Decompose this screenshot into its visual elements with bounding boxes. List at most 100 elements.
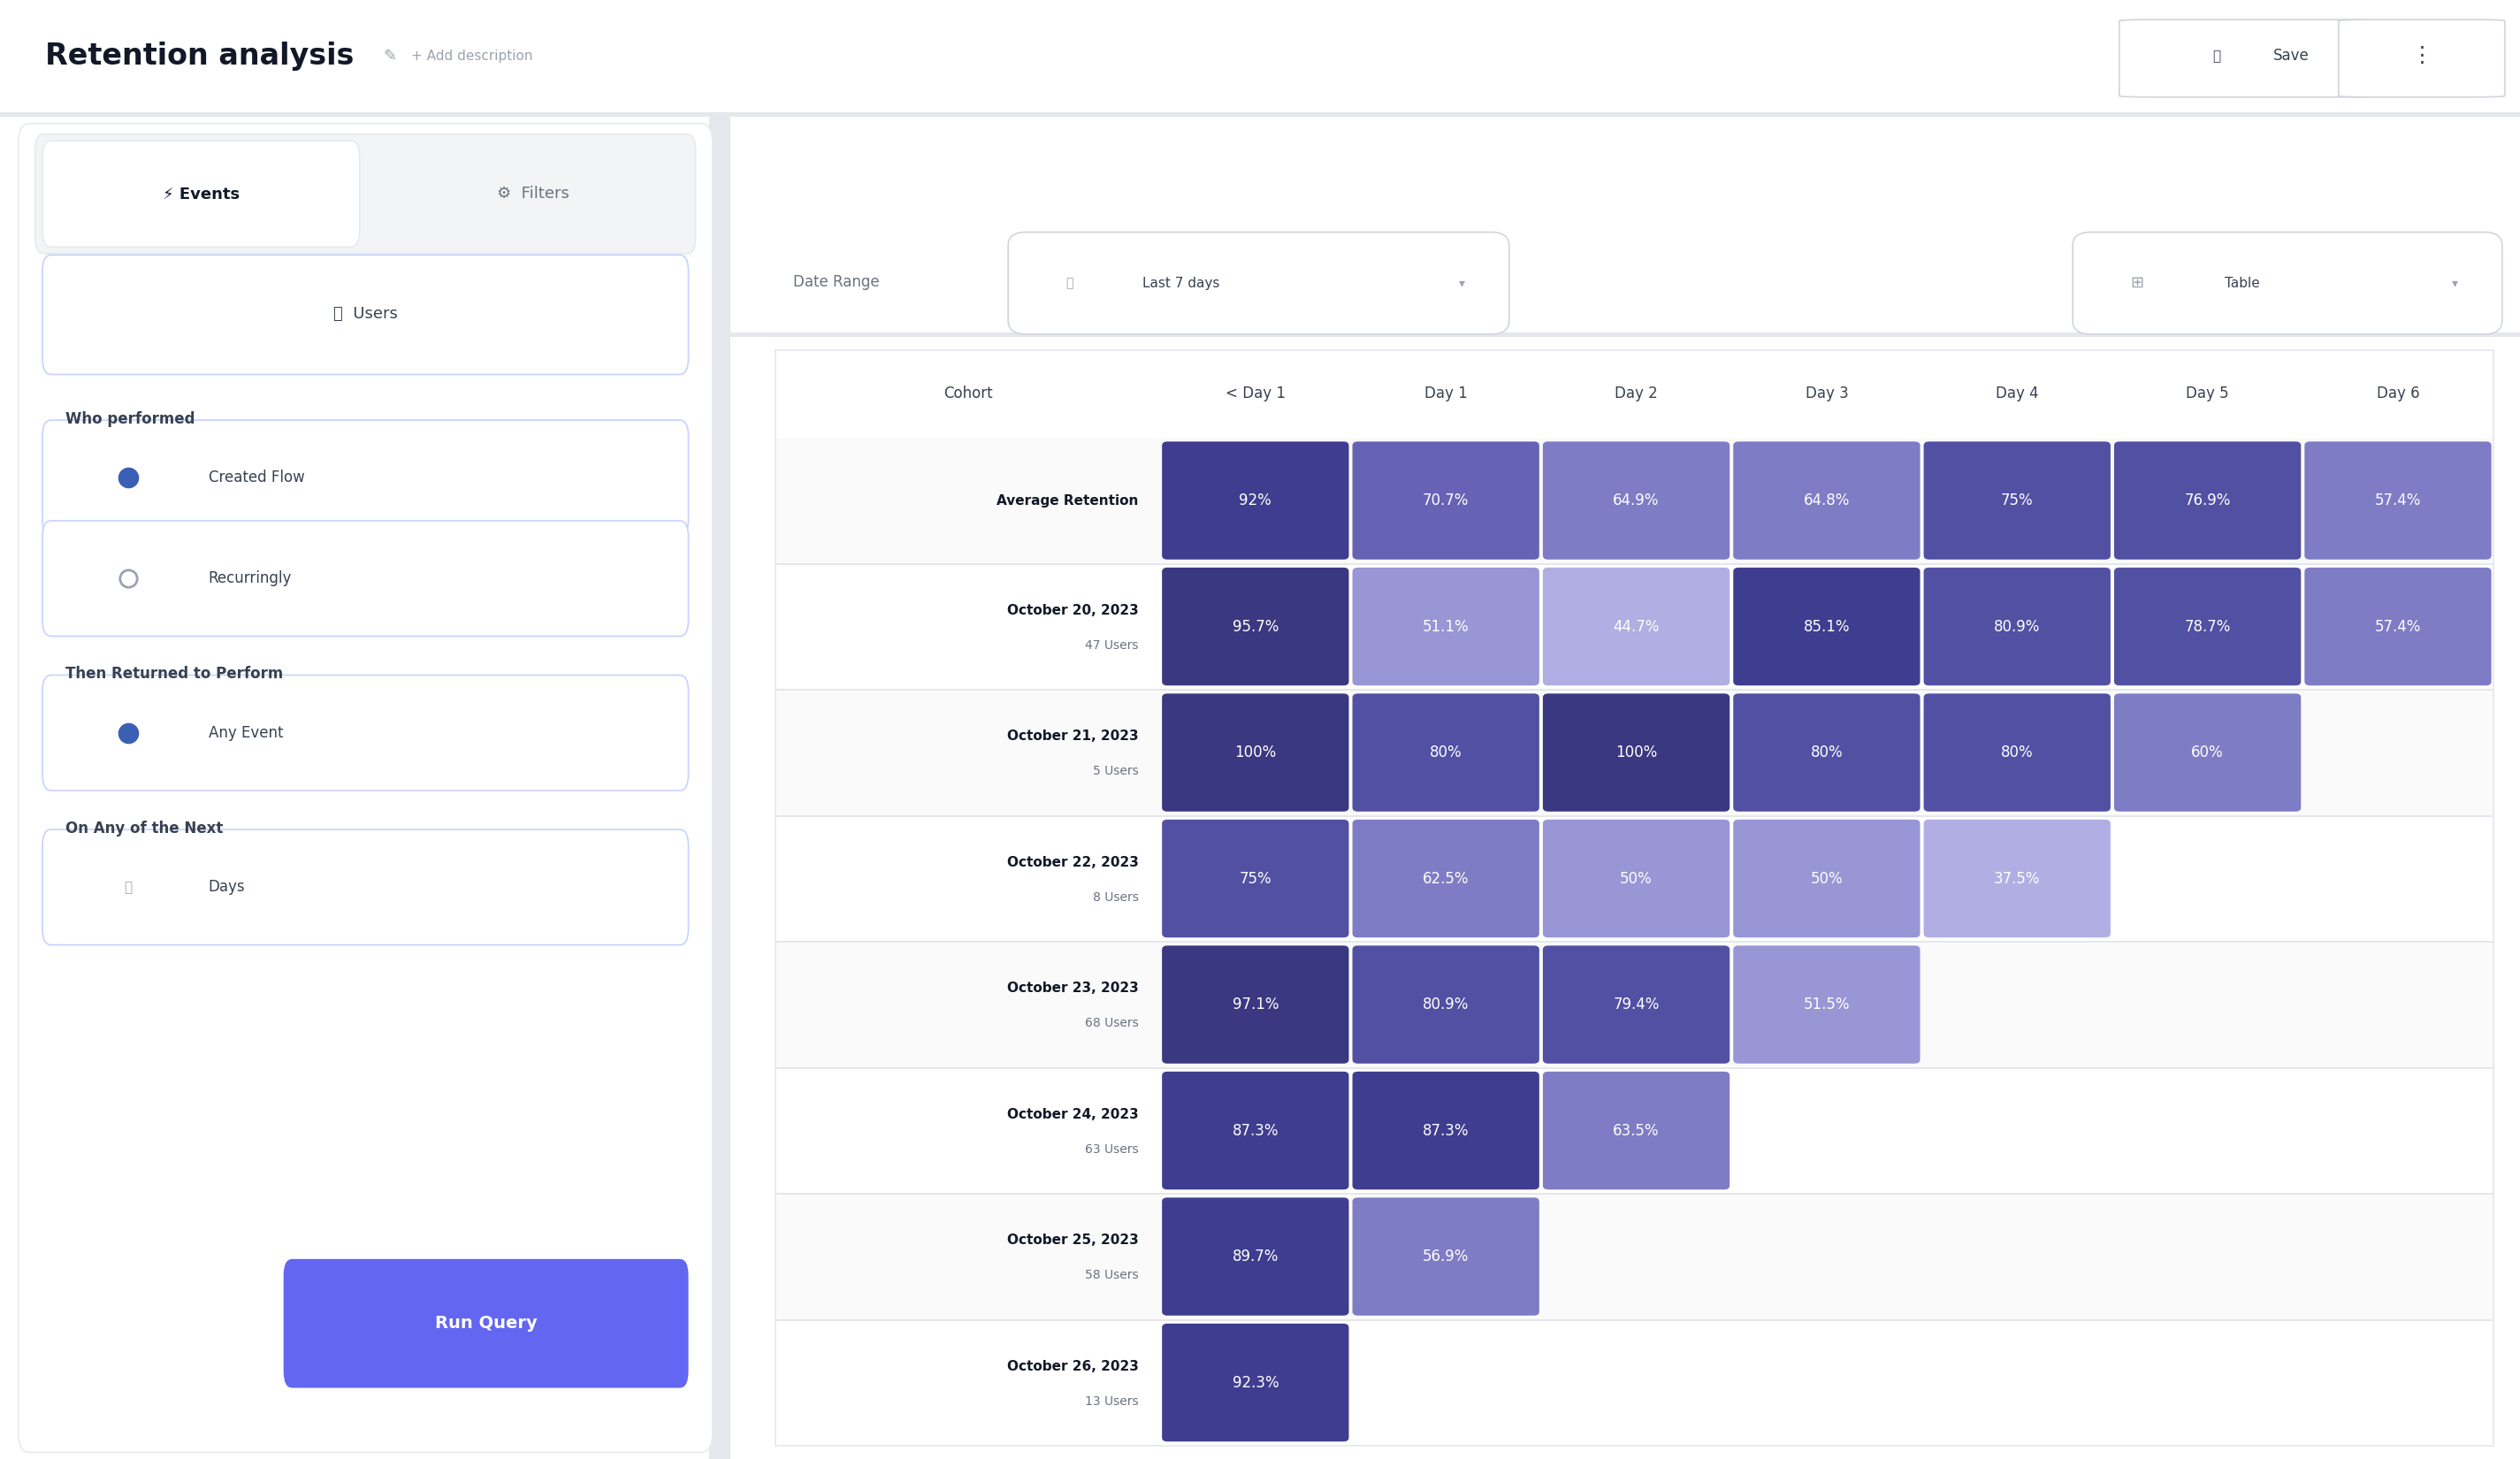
Text: Date Range: Date Range xyxy=(794,274,879,290)
FancyBboxPatch shape xyxy=(1353,820,1540,938)
Bar xyxy=(776,689,2492,692)
Bar xyxy=(776,1319,2492,1320)
FancyBboxPatch shape xyxy=(2114,693,2301,811)
Text: + Add description: + Add description xyxy=(411,50,532,63)
Text: 50%: 50% xyxy=(1620,871,1653,887)
Text: October 21, 2023: October 21, 2023 xyxy=(1008,730,1139,743)
Text: 62.5%: 62.5% xyxy=(1424,871,1469,887)
Text: Day 5: Day 5 xyxy=(2185,387,2230,401)
Bar xyxy=(708,117,731,1459)
Text: Day 4: Day 4 xyxy=(1996,387,2039,401)
Bar xyxy=(776,350,2492,1446)
Text: Created Flow: Created Flow xyxy=(209,470,305,486)
FancyBboxPatch shape xyxy=(2119,19,2376,98)
FancyBboxPatch shape xyxy=(1734,442,1920,559)
Text: October 22, 2023: October 22, 2023 xyxy=(1008,856,1139,870)
FancyBboxPatch shape xyxy=(43,521,688,636)
Bar xyxy=(776,563,2492,565)
Text: 89.7%: 89.7% xyxy=(1232,1249,1278,1265)
Bar xyxy=(776,438,2492,563)
Text: < Day 1: < Day 1 xyxy=(1225,387,1285,401)
Text: Day 3: Day 3 xyxy=(1804,387,1847,401)
Text: ▾: ▾ xyxy=(1459,277,1464,289)
Text: October 23, 2023: October 23, 2023 xyxy=(1008,982,1139,995)
Text: Recurringly: Recurringly xyxy=(209,570,292,587)
FancyBboxPatch shape xyxy=(1162,1323,1348,1441)
FancyBboxPatch shape xyxy=(43,255,688,375)
FancyBboxPatch shape xyxy=(1162,568,1348,686)
Text: 80.9%: 80.9% xyxy=(1993,619,2041,635)
FancyBboxPatch shape xyxy=(1923,693,2112,811)
FancyBboxPatch shape xyxy=(2303,442,2492,559)
Text: Last 7 days: Last 7 days xyxy=(1142,277,1220,290)
Text: 63.5%: 63.5% xyxy=(1613,1122,1661,1138)
Text: 70.7%: 70.7% xyxy=(1424,493,1469,509)
FancyBboxPatch shape xyxy=(1542,693,1729,811)
Text: 📅: 📅 xyxy=(123,881,131,894)
Text: Days: Days xyxy=(209,880,244,896)
Text: 87.3%: 87.3% xyxy=(1424,1122,1469,1138)
Bar xyxy=(776,690,2492,816)
Text: 100%: 100% xyxy=(1615,744,1658,760)
Text: 37.5%: 37.5% xyxy=(1993,871,2041,887)
Bar xyxy=(776,1193,2492,1319)
Bar xyxy=(776,563,2492,690)
FancyBboxPatch shape xyxy=(2114,442,2301,559)
FancyBboxPatch shape xyxy=(1353,568,1540,686)
FancyBboxPatch shape xyxy=(1734,693,1920,811)
Text: 64.8%: 64.8% xyxy=(1804,493,1850,509)
Text: 🖫: 🖫 xyxy=(2213,50,2220,63)
Text: 64.9%: 64.9% xyxy=(1613,493,1658,509)
FancyBboxPatch shape xyxy=(1162,945,1348,1064)
FancyBboxPatch shape xyxy=(1542,442,1729,559)
Text: 56.9%: 56.9% xyxy=(1424,1249,1469,1265)
Text: On Any of the Next: On Any of the Next xyxy=(66,820,224,836)
FancyBboxPatch shape xyxy=(1923,820,2112,938)
Text: 75%: 75% xyxy=(1240,871,1273,887)
Text: 51.5%: 51.5% xyxy=(1804,996,1850,1013)
Text: ▾: ▾ xyxy=(2452,277,2457,289)
FancyBboxPatch shape xyxy=(2114,568,2301,686)
FancyBboxPatch shape xyxy=(2339,19,2505,98)
FancyBboxPatch shape xyxy=(1353,1071,1540,1189)
Text: 80.9%: 80.9% xyxy=(1424,996,1469,1013)
FancyBboxPatch shape xyxy=(1162,1198,1348,1316)
Bar xyxy=(776,941,2492,1068)
FancyBboxPatch shape xyxy=(1923,442,2112,559)
Text: 95.7%: 95.7% xyxy=(1232,619,1278,635)
Text: Average Retention: Average Retention xyxy=(998,495,1139,508)
Text: 100%: 100% xyxy=(1235,744,1275,760)
Text: Who performed: Who performed xyxy=(66,411,197,426)
Text: 57.4%: 57.4% xyxy=(2374,619,2422,635)
Text: Save: Save xyxy=(2273,48,2308,64)
Text: Retention analysis: Retention analysis xyxy=(45,41,355,70)
Bar xyxy=(776,816,2492,941)
Text: 92.3%: 92.3% xyxy=(1232,1374,1278,1390)
Bar xyxy=(776,941,2492,943)
FancyBboxPatch shape xyxy=(1162,442,1348,559)
Text: 80%: 80% xyxy=(2001,744,2034,760)
FancyBboxPatch shape xyxy=(43,142,360,247)
Text: ✎: ✎ xyxy=(383,48,396,64)
Text: 63 Users: 63 Users xyxy=(1086,1144,1139,1156)
FancyBboxPatch shape xyxy=(1542,945,1729,1064)
FancyBboxPatch shape xyxy=(1542,820,1729,938)
Text: Table: Table xyxy=(2225,277,2260,290)
Text: 85.1%: 85.1% xyxy=(1804,619,1850,635)
FancyBboxPatch shape xyxy=(285,1259,688,1388)
Text: October 24, 2023: October 24, 2023 xyxy=(1008,1107,1139,1121)
FancyBboxPatch shape xyxy=(2071,232,2502,334)
Text: October 20, 2023: October 20, 2023 xyxy=(1008,604,1139,617)
FancyBboxPatch shape xyxy=(1353,693,1540,811)
Text: 47 Users: 47 Users xyxy=(1086,639,1139,652)
Text: ⊞: ⊞ xyxy=(2129,276,2145,292)
Text: 👤  Users: 👤 Users xyxy=(333,306,398,322)
Text: 51.1%: 51.1% xyxy=(1424,619,1469,635)
FancyBboxPatch shape xyxy=(1923,568,2112,686)
Text: October 26, 2023: October 26, 2023 xyxy=(1008,1360,1139,1373)
Bar xyxy=(776,1193,2492,1195)
Text: Day 6: Day 6 xyxy=(2376,387,2419,401)
Text: ⚙  Filters: ⚙ Filters xyxy=(496,185,570,201)
FancyBboxPatch shape xyxy=(1353,1198,1540,1316)
Text: 8 Users: 8 Users xyxy=(1094,891,1139,903)
